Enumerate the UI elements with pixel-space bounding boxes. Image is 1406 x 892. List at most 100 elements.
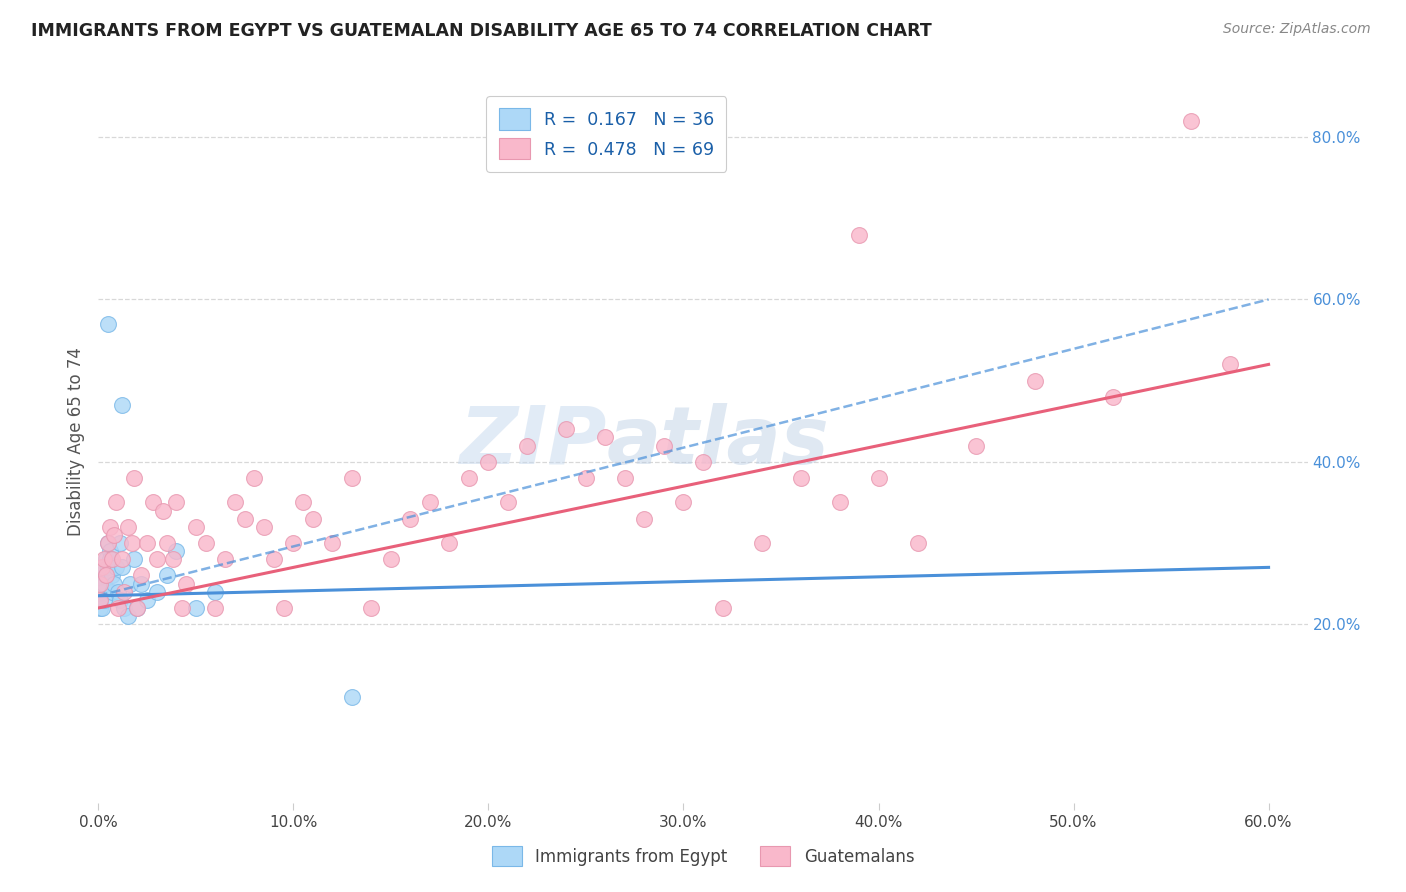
Point	[273, 601, 295, 615]
Point	[91, 560, 114, 574]
Point	[575, 471, 598, 485]
Point	[555, 422, 578, 436]
Point	[156, 536, 179, 550]
Point	[89, 584, 111, 599]
Point	[340, 471, 363, 485]
Point	[477, 455, 499, 469]
Point	[848, 227, 870, 242]
Point	[174, 576, 197, 591]
Text: IMMIGRANTS FROM EGYPT VS GUATEMALAN DISABILITY AGE 65 TO 74 CORRELATION CHART: IMMIGRANTS FROM EGYPT VS GUATEMALAN DISA…	[31, 22, 932, 40]
Point	[380, 552, 402, 566]
Point	[98, 520, 121, 534]
Point	[101, 568, 124, 582]
Point	[136, 536, 159, 550]
Point	[108, 536, 131, 550]
Point	[111, 398, 134, 412]
Point	[751, 536, 773, 550]
Text: Source: ZipAtlas.com: Source: ZipAtlas.com	[1223, 22, 1371, 37]
Point	[614, 471, 637, 485]
Text: atlas: atlas	[606, 402, 830, 481]
Point	[121, 536, 143, 550]
Point	[97, 536, 120, 550]
Point	[828, 495, 851, 509]
Point	[107, 601, 129, 615]
Point	[204, 601, 226, 615]
Point	[360, 601, 382, 615]
Point	[302, 511, 325, 525]
Point	[98, 552, 121, 566]
Point	[224, 495, 246, 509]
Point	[165, 544, 187, 558]
Point	[117, 609, 139, 624]
Point	[104, 560, 127, 574]
Point	[103, 576, 125, 591]
Point	[419, 495, 441, 509]
Point	[711, 601, 734, 615]
Point	[111, 560, 134, 574]
Point	[93, 576, 115, 591]
Point	[97, 560, 120, 574]
Point	[107, 584, 129, 599]
Point	[89, 592, 111, 607]
Point	[595, 430, 617, 444]
Point	[1024, 374, 1046, 388]
Point	[184, 601, 207, 615]
Point	[91, 576, 114, 591]
Point	[108, 592, 131, 607]
Point	[672, 495, 695, 509]
Point	[156, 568, 179, 582]
Point	[652, 439, 675, 453]
Point	[101, 552, 124, 566]
Point	[96, 568, 118, 582]
Text: ZIP: ZIP	[458, 402, 606, 481]
Point	[1219, 358, 1241, 372]
Point	[146, 552, 169, 566]
Y-axis label: Disability Age 65 to 74: Disability Age 65 to 74	[66, 347, 84, 536]
Point	[439, 536, 461, 550]
Point	[965, 439, 987, 453]
Point	[89, 601, 111, 615]
Point	[136, 592, 159, 607]
Point	[112, 584, 135, 599]
Point	[165, 495, 187, 509]
Point	[204, 584, 226, 599]
Point	[111, 552, 134, 566]
Point	[122, 552, 145, 566]
Legend: R =  0.167   N = 36, R =  0.478   N = 69: R = 0.167 N = 36, R = 0.478 N = 69	[486, 96, 725, 171]
Point	[516, 439, 538, 453]
Point	[127, 601, 149, 615]
Point	[283, 536, 305, 550]
Point	[458, 471, 481, 485]
Point	[907, 536, 929, 550]
Point	[1101, 390, 1123, 404]
Point	[118, 576, 141, 591]
Point	[243, 471, 266, 485]
Point	[292, 495, 315, 509]
Point	[101, 584, 124, 599]
Point	[263, 552, 285, 566]
Point	[91, 601, 114, 615]
Point	[117, 520, 139, 534]
Point	[399, 511, 422, 525]
Point	[96, 568, 118, 582]
Point	[97, 536, 120, 550]
Point	[152, 503, 174, 517]
Point	[321, 536, 343, 550]
Point	[89, 568, 111, 582]
Point	[131, 568, 153, 582]
Point	[97, 317, 120, 331]
Point	[98, 544, 121, 558]
Point	[1180, 114, 1202, 128]
Point	[233, 511, 256, 525]
Point	[96, 552, 118, 566]
Point	[789, 471, 811, 485]
Point	[89, 592, 111, 607]
Point	[184, 520, 207, 534]
Point	[194, 536, 217, 550]
Point	[89, 576, 111, 591]
Point	[633, 511, 655, 525]
Point	[131, 576, 153, 591]
Point	[162, 552, 184, 566]
Point	[122, 471, 145, 485]
Point	[104, 495, 127, 509]
